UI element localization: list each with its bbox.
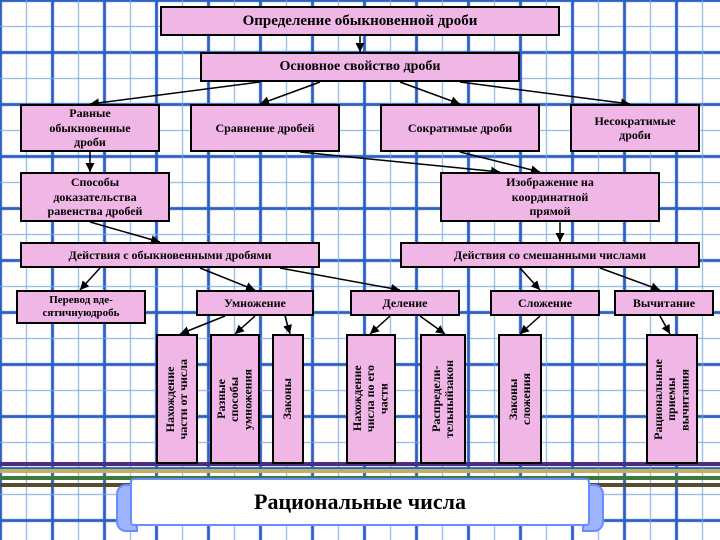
node-sub-tricks: Рациональныеприемывычитания — [646, 334, 698, 464]
node-proofs: Способыдоказательстваравенства дробей — [20, 172, 170, 222]
node-subtraction: Вычитание — [614, 290, 714, 316]
node-compare: Сравнение дробей — [190, 104, 340, 152]
node-division: Деление — [350, 290, 460, 316]
node-reducible: Сократимые дроби — [380, 104, 540, 152]
banner-rational-numbers: Рациональные числа — [130, 478, 590, 526]
node-irreducible: Несократимыедроби — [570, 104, 700, 152]
node-mult-ways: Разныеспособыумножения — [210, 334, 260, 464]
node-ops-mixed: Действия со смешанными числами — [400, 242, 700, 268]
node-to-decimal: Перевод вде-сятичнуюдробь — [16, 290, 146, 324]
node-find-number: Нахождениечисла по егочасти — [346, 334, 396, 464]
node-equal-fractions: Равныеобыкновенныедроби — [20, 104, 160, 152]
node-addition: Сложение — [490, 290, 600, 316]
node-find-part: Нахождениечасти от числа — [156, 334, 198, 464]
node-distributive: Распредели-тельныйзакон — [420, 334, 466, 464]
node-ops-fractions: Действия с обыкновенными дробями — [20, 242, 320, 268]
node-numberline: Изображение накоординатнойпрямой — [440, 172, 660, 222]
node-laws: Законы — [272, 334, 304, 464]
node-add-laws: Законысложения — [498, 334, 542, 464]
node-multiplication: Умножение — [196, 290, 314, 316]
banner-text: Рациональные числа — [254, 489, 466, 515]
node-main-property: Основное свойство дроби — [200, 52, 520, 82]
node-title: Определение обыкновенной дроби — [160, 6, 560, 36]
